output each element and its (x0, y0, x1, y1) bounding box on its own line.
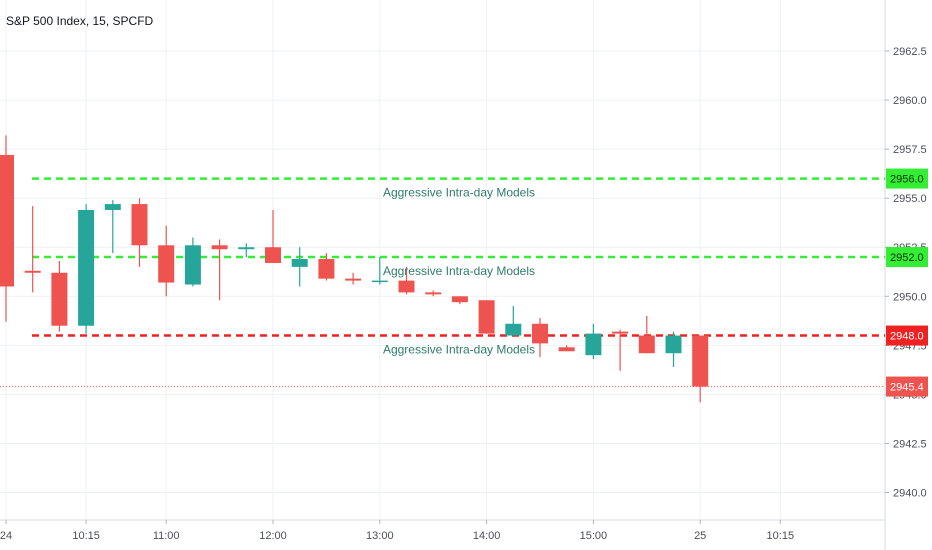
candle-body (265, 247, 281, 263)
time-tick-label: 15:00 (580, 530, 608, 542)
time-tick-label: 24 (0, 530, 12, 542)
time-tick-label: 11:00 (153, 530, 180, 542)
time-tick-label: 10:15 (767, 530, 795, 542)
level-price-label: 2952.0 (890, 252, 924, 264)
price-tick-label: 2940.0 (893, 488, 927, 500)
price-tick-label: 2960.0 (893, 95, 927, 107)
candle-body (131, 204, 148, 246)
price-tick-label: 2950.0 (893, 291, 927, 303)
candle-body (371, 280, 388, 283)
candle-body (345, 278, 362, 281)
candle-body (0, 155, 14, 287)
candle-body (291, 259, 308, 267)
time-tick-label: 12:00 (259, 530, 287, 542)
candle-body (505, 323, 522, 336)
price-tick-label: 2957.5 (893, 144, 927, 156)
price-tick-label: 2942.5 (893, 438, 927, 450)
level-price-tag (886, 247, 928, 268)
candle-body (78, 209, 95, 326)
time-tick-label: 14:00 (473, 530, 501, 542)
candle-body (184, 245, 201, 285)
candle-body (451, 296, 468, 303)
candle-body (532, 323, 548, 344)
level-price-tag (886, 168, 928, 189)
candle-body (425, 292, 442, 295)
candle-body (612, 331, 629, 334)
last-price-tag (886, 376, 928, 397)
time-tick-label: 10:15 (72, 530, 100, 542)
candle-body (318, 259, 335, 279)
candle-body (211, 245, 228, 250)
candle-body (692, 335, 709, 387)
level-annotation: Aggressive Intra-day Models (383, 186, 535, 200)
candle-body (104, 204, 121, 210)
candle-body (398, 280, 415, 293)
price-tick-label: 2955.0 (893, 193, 927, 205)
candle-body (158, 245, 175, 283)
candle-body (51, 272, 68, 326)
candle-body (638, 335, 655, 354)
candle-body (665, 335, 682, 354)
level-price-tag (886, 325, 928, 346)
time-tick-label: 25 (694, 530, 706, 542)
price-tick-label: 2962.5 (893, 46, 927, 58)
candle-body (238, 247, 255, 250)
candle-body (478, 300, 495, 334)
candle-body (585, 333, 602, 356)
candle-body (558, 347, 575, 352)
level-annotation: Aggressive Intra-day Models (383, 264, 535, 278)
level-price-label: 2956.0 (890, 174, 924, 186)
last-price-label: 2945.4 (890, 382, 924, 394)
time-tick-label: 13:00 (366, 530, 394, 542)
level-annotation: Aggressive Intra-day Models (383, 343, 535, 357)
level-price-label: 2948.0 (890, 331, 924, 343)
chart-title: S&P 500 Index, 15, SPCFD (6, 14, 154, 28)
candle-body (24, 270, 41, 273)
